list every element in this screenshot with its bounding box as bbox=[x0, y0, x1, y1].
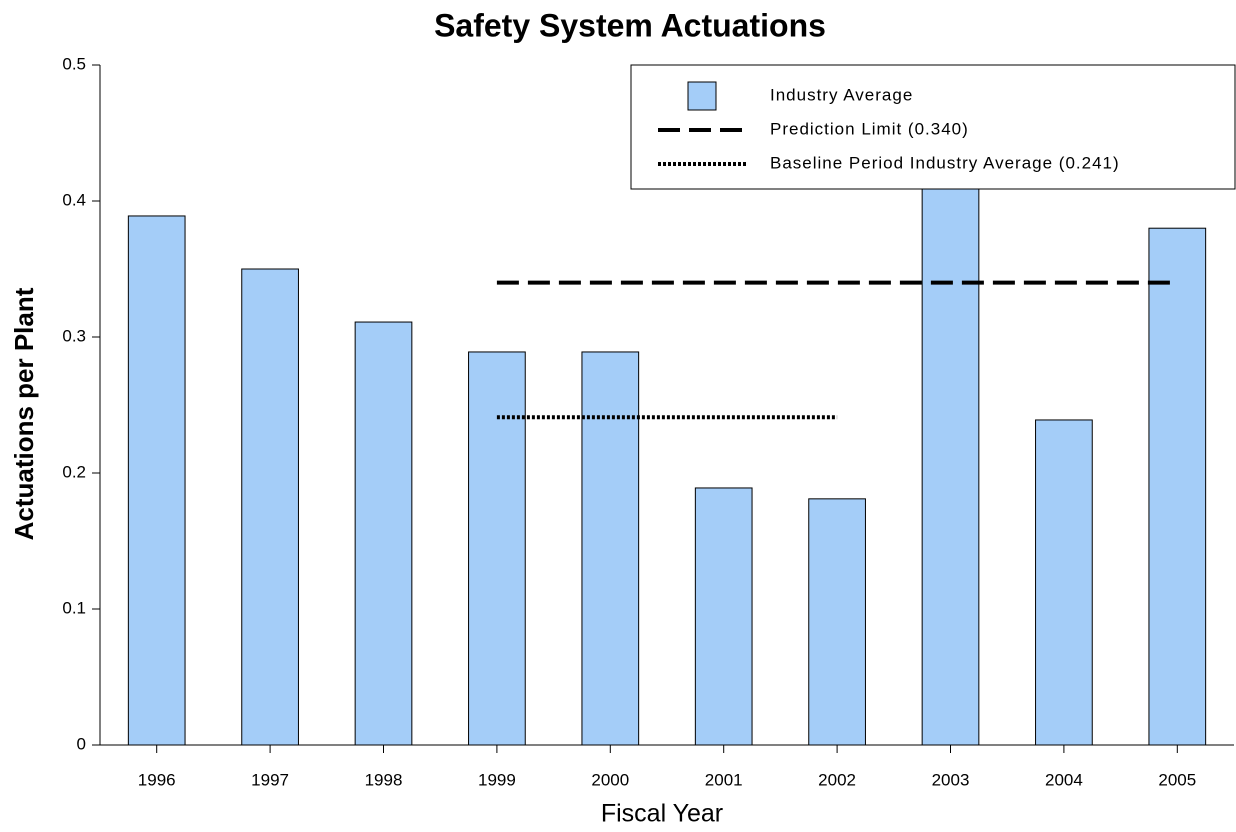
y-tick-label: 0.2 bbox=[62, 462, 86, 481]
bar bbox=[354, 321, 413, 746]
y-axis-label: Actuations per Plant bbox=[9, 287, 39, 540]
x-tick-label: 2004 bbox=[1045, 770, 1083, 789]
x-tick-label: 1999 bbox=[478, 770, 516, 789]
bar bbox=[468, 351, 526, 746]
y-tick-label: 0.3 bbox=[62, 326, 86, 345]
legend-label: Industry Average bbox=[770, 85, 913, 104]
x-tick-label: 2002 bbox=[818, 770, 856, 789]
bar bbox=[127, 215, 186, 746]
bar bbox=[921, 186, 980, 746]
legend-swatch bbox=[687, 81, 717, 111]
chart-title: Safety System Actuations bbox=[434, 7, 826, 43]
y-tick-label: 0.1 bbox=[62, 598, 86, 617]
legend-box bbox=[630, 64, 1236, 190]
legend-label: Baseline Period Industry Average (0.241) bbox=[770, 153, 1120, 172]
y-tick-label: 0.5 bbox=[62, 54, 86, 73]
bar bbox=[581, 351, 640, 746]
bar bbox=[241, 268, 299, 746]
bar bbox=[1148, 227, 1207, 746]
legend-label: Prediction Limit (0.340) bbox=[770, 119, 969, 138]
x-tick-label: 1998 bbox=[365, 770, 403, 789]
x-axis-label: Fiscal Year bbox=[601, 800, 723, 828]
bar bbox=[694, 487, 753, 746]
x-tick-label: 1996 bbox=[138, 770, 176, 789]
x-tick-label: 2001 bbox=[705, 770, 743, 789]
x-tick-label: 2003 bbox=[932, 770, 970, 789]
x-tick-label: 2005 bbox=[1158, 770, 1196, 789]
y-tick-label: 0 bbox=[77, 734, 86, 753]
bar bbox=[808, 498, 866, 746]
bar bbox=[1035, 419, 1093, 746]
x-tick-label: 1997 bbox=[251, 770, 289, 789]
x-tick-label: 2000 bbox=[591, 770, 629, 789]
y-tick-label: 0.4 bbox=[62, 190, 86, 209]
